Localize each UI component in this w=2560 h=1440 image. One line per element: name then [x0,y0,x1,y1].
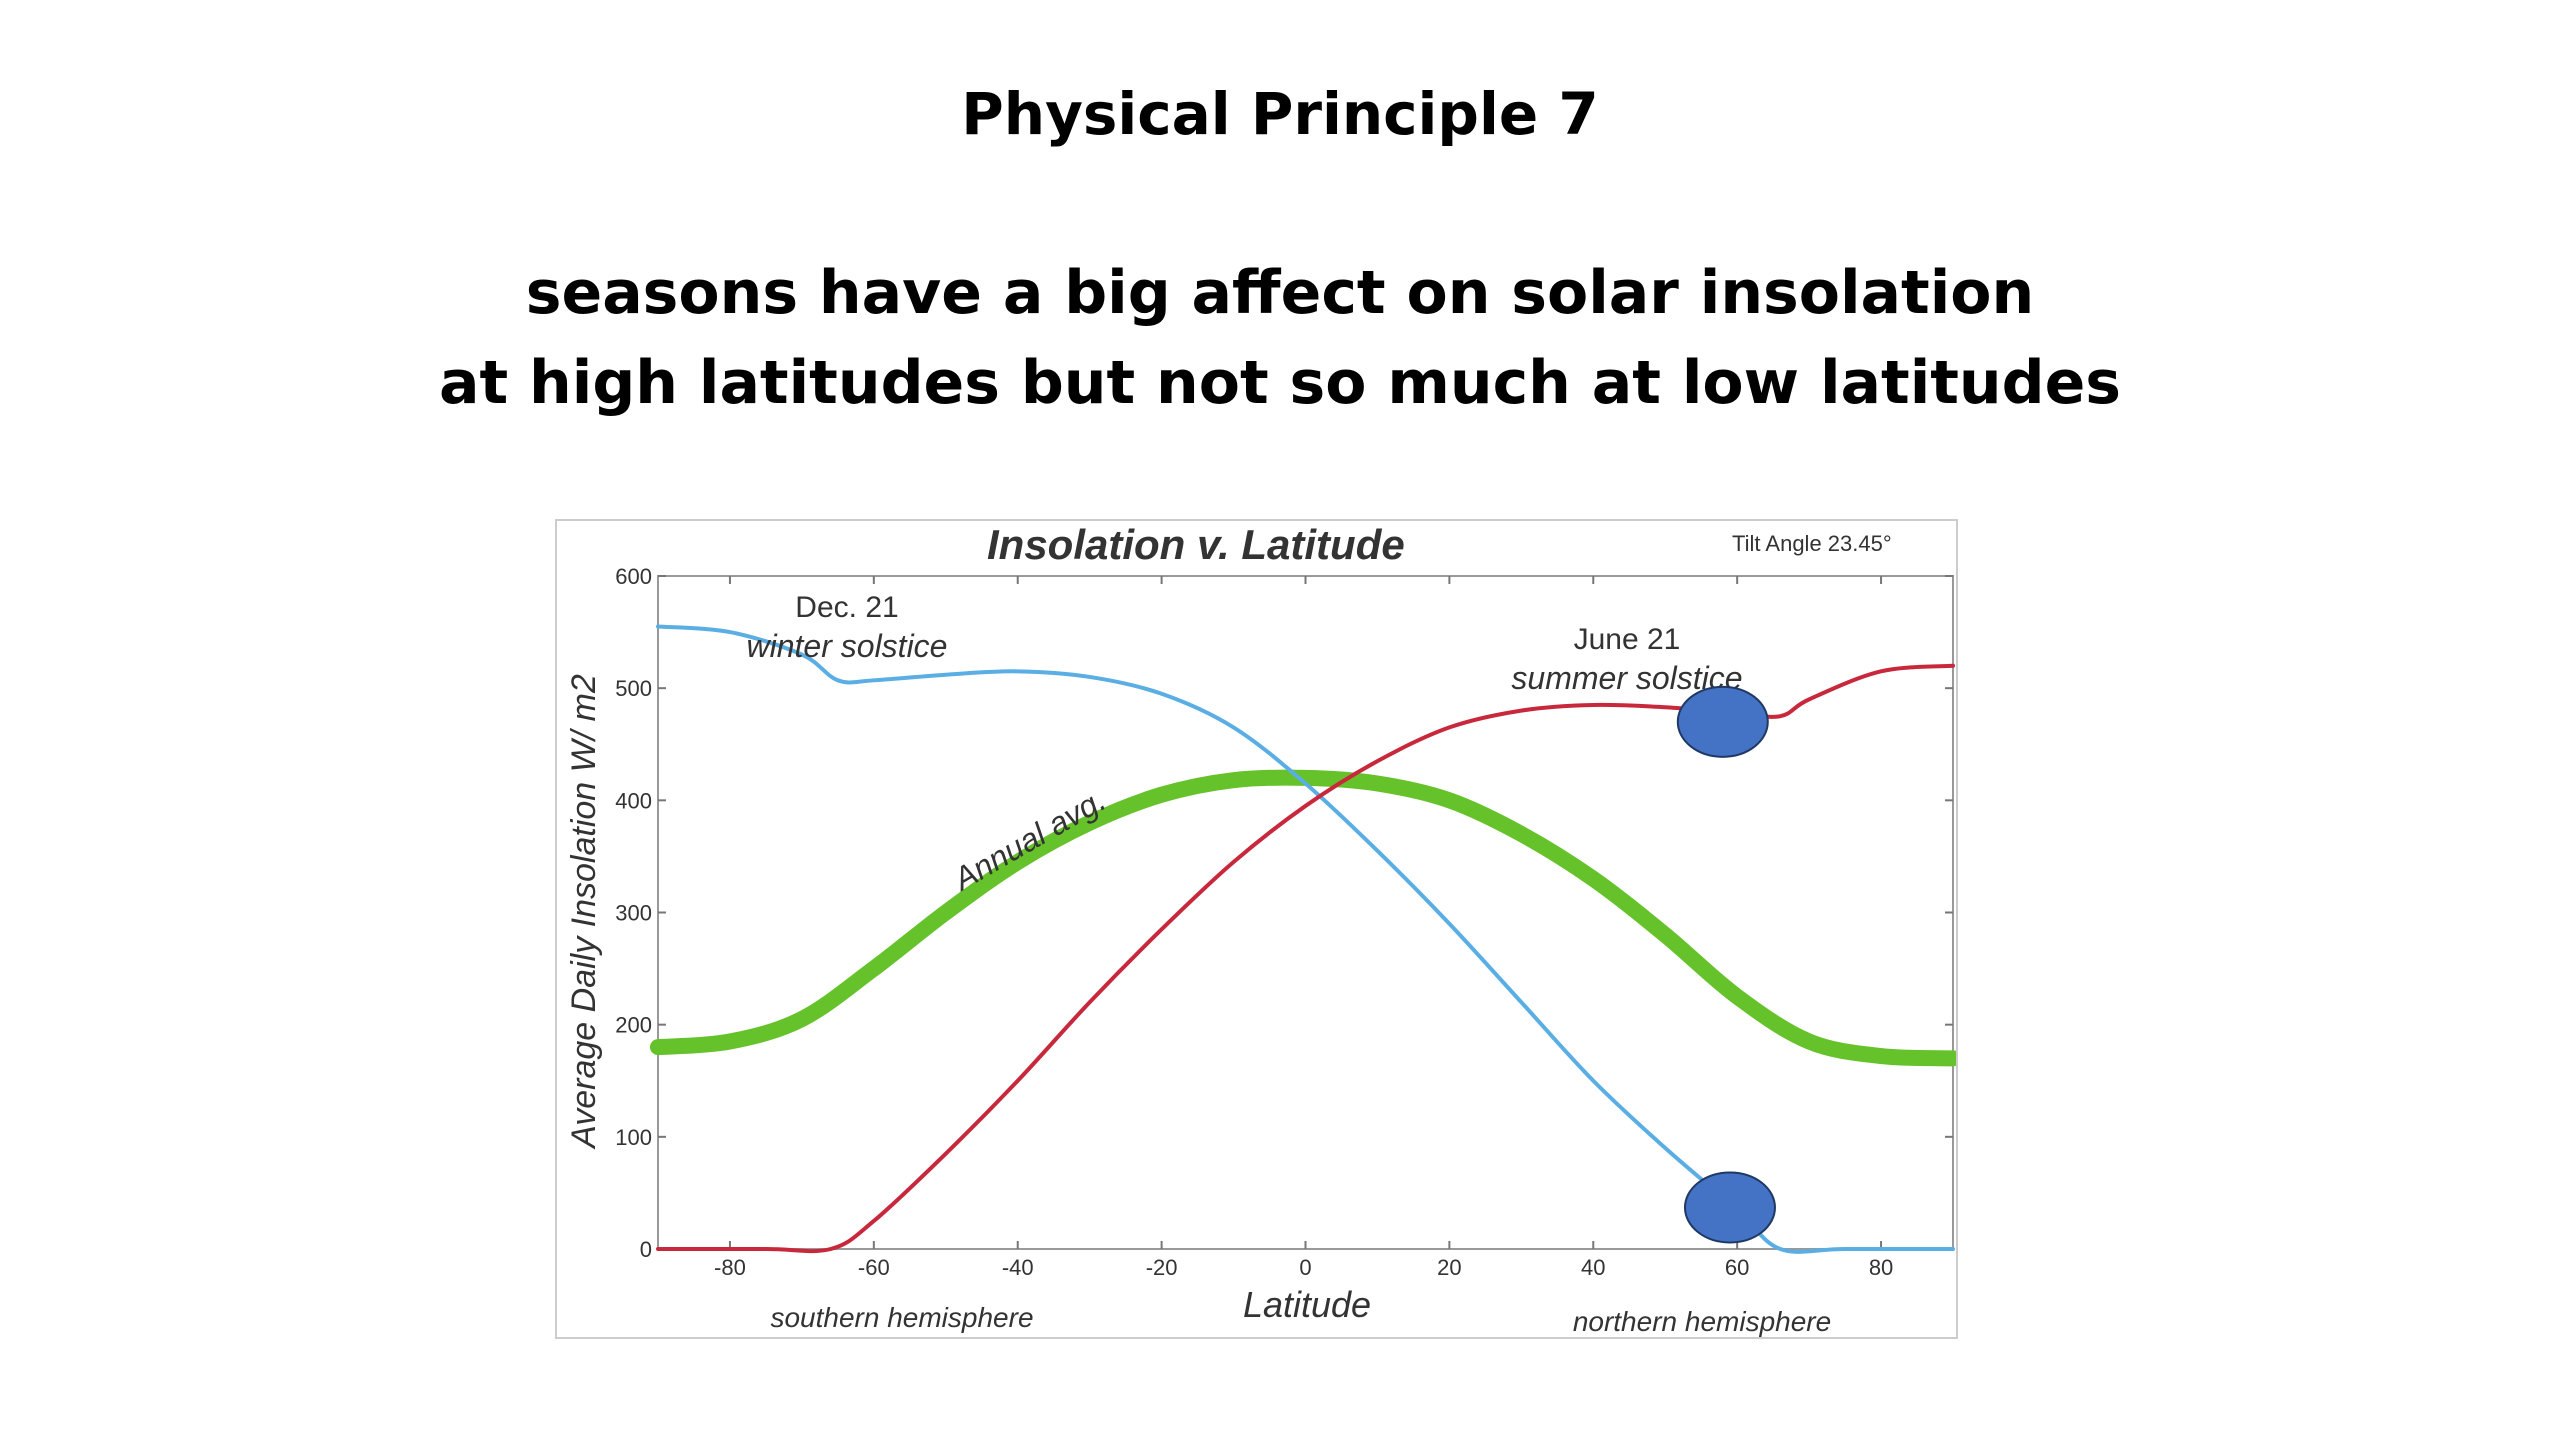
x-tick-label: 0 [1299,1255,1311,1280]
chart-svg: Insolation v. Latitude Tilt Angle 23.45°… [565,521,1961,1337]
chart-title: Insolation v. Latitude [987,521,1405,568]
y-tick-label: 400 [615,788,652,813]
dec-label-top: Dec. 21 [795,591,898,624]
y-tick-label: 200 [615,1013,652,1038]
y-tick-label: 600 [615,564,652,589]
slide-statement-line-1: seasons have a big affect on solar insol… [525,258,2035,328]
northern-hemisphere-label: northern hemisphere [1573,1306,1831,1337]
x-tick-label: -60 [858,1255,890,1280]
insolation-chart: Insolation v. Latitude Tilt Angle 23.45°… [555,519,1961,1339]
plot-frame [657,575,1954,1250]
dec-label-bottom: winter solstice [747,628,948,664]
highlight-marker [1683,1171,1776,1244]
y-axis-label: Average Daily Insolation W/ m2 [565,674,603,1150]
y-tick-label: 0 [640,1237,652,1262]
x-axis-label: Latitude [1243,1284,1371,1325]
highlight-marker [1676,685,1769,758]
x-tick-label: -40 [1002,1255,1034,1280]
chart-subtitle: Tilt Angle 23.45° [1732,531,1892,556]
x-tick-label: 80 [1869,1255,1893,1280]
x-tick-label: 40 [1581,1255,1605,1280]
june-label-top: June 21 [1574,623,1681,656]
y-tick-label: 500 [615,676,652,701]
june-21-curve [656,663,1955,1254]
x-tick-label: 20 [1437,1255,1461,1280]
x-tick-label: -80 [714,1255,746,1280]
x-tick-label: -20 [1146,1255,1178,1280]
annual-avg-label: Annual avg. [946,781,1112,898]
y-tick-label: 300 [615,901,652,926]
southern-hemisphere-label: southern hemisphere [770,1302,1033,1333]
x-tick-label: 60 [1725,1255,1749,1280]
annual-avg-curve [650,769,1961,1067]
y-tick-label: 100 [615,1125,652,1150]
slide-title: Physical Principle 7 [961,80,1599,148]
slide-statement-line-2: at high latitudes but not so much at low… [438,348,2122,418]
